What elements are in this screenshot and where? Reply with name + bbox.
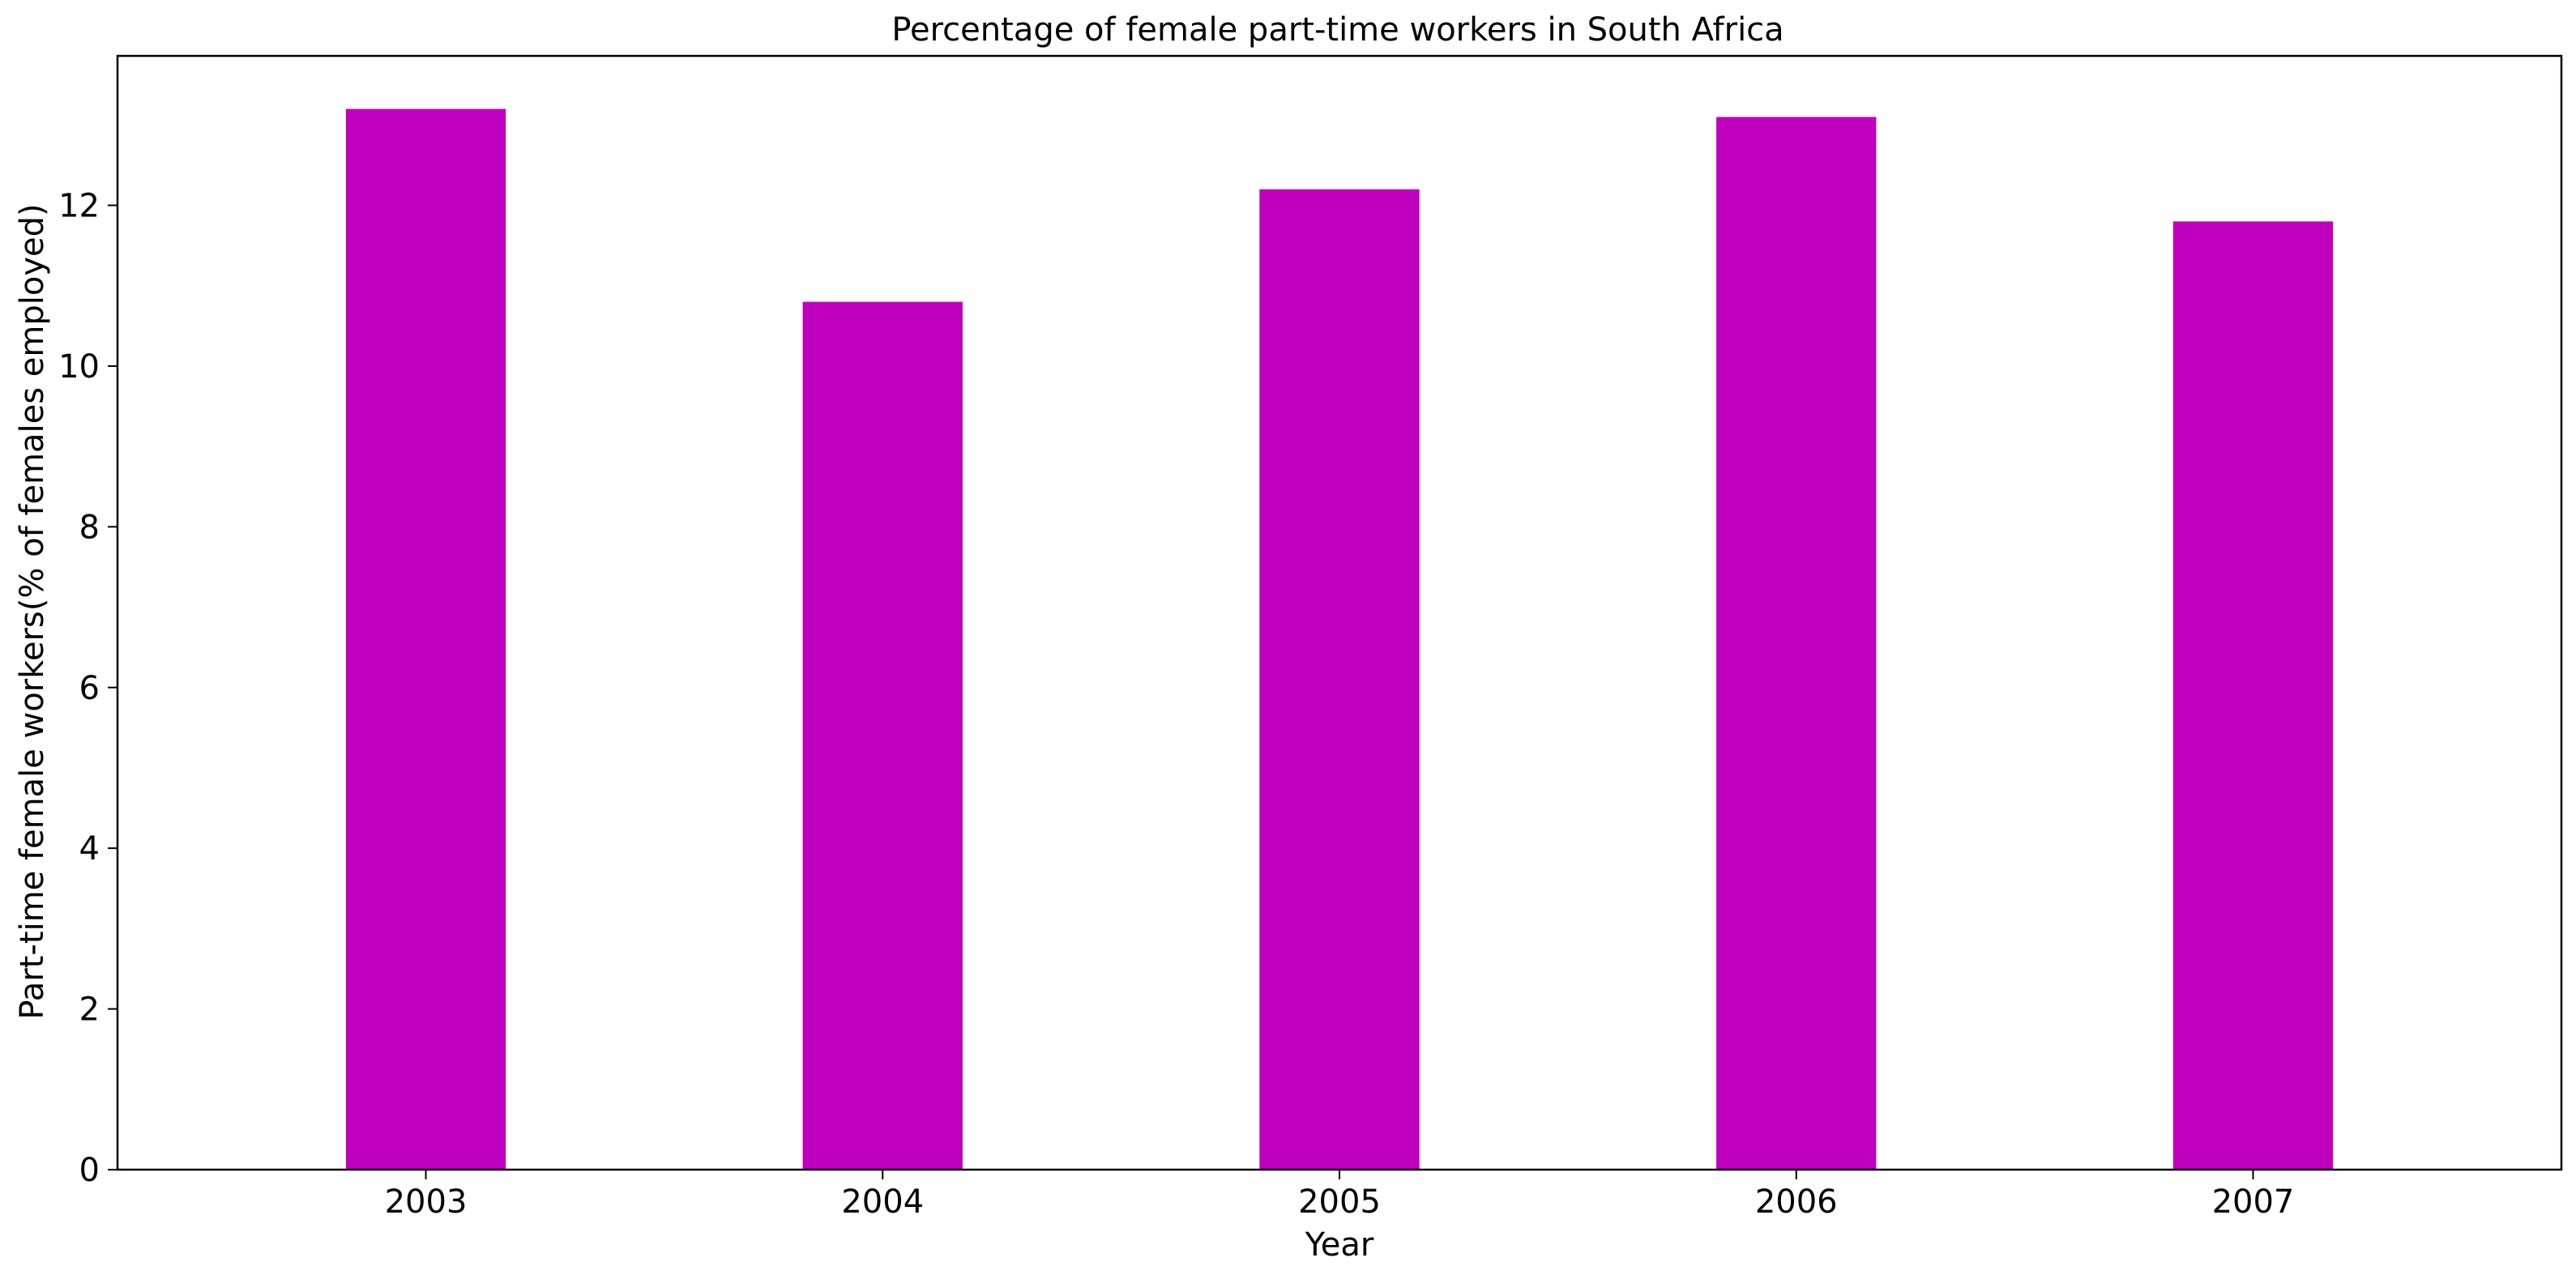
x-tick-label-2004: 2004	[841, 1183, 924, 1221]
x-tick-label-2005: 2005	[1298, 1183, 1381, 1221]
x-tick-label-2006: 2006	[1755, 1183, 1838, 1221]
plot-area: 2003 2004 2005 2006 2007 0 2 4 6 8 10 12	[58, 109, 2334, 1221]
plot-frame	[116, 54, 2563, 1171]
chart-title: Percentage of female part-time workers i…	[891, 11, 1784, 49]
bar-2003	[345, 109, 506, 1170]
bar-2004	[802, 301, 963, 1170]
x-tick-label-2007: 2007	[2212, 1183, 2295, 1221]
bar-2007	[2172, 221, 2334, 1170]
bar-2006	[1716, 117, 1877, 1170]
y-tick-label-10: 10	[58, 348, 100, 386]
y-tick-label-4: 4	[79, 830, 100, 868]
y-axis-label: Part-time female workers(% of females em…	[14, 203, 51, 1019]
y-tick-label-2: 2	[79, 991, 100, 1029]
y-tick-label-6: 6	[79, 670, 100, 707]
y-tick-label-12: 12	[58, 188, 100, 225]
y-tick-label-0: 0	[79, 1152, 100, 1189]
bar-2005	[1259, 189, 1420, 1170]
y-tick-label-8: 8	[79, 509, 100, 546]
x-axis-label: Year	[1305, 1226, 1374, 1264]
x-tick-label-2003: 2003	[385, 1183, 468, 1221]
